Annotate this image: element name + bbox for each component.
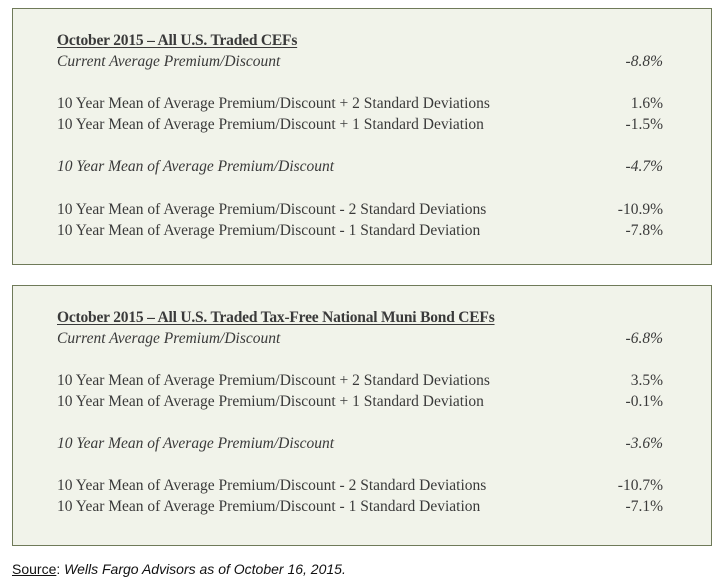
current-average-row: Current Average Premium/Discount -8.8% [57, 52, 663, 72]
mean-plus-1sd-row: 10 Year Mean of Average Premium/Discount… [57, 115, 663, 135]
row-value: -6.8% [625, 330, 663, 347]
panel-title-text: October 2015 – All U.S. Traded CEFs [57, 32, 298, 49]
row-label: 10 Year Mean of Average Premium/Discount… [57, 116, 484, 133]
row-value: 1.6% [630, 95, 663, 112]
panel-title-text: October 2015 – All U.S. Traded Tax-Free … [57, 309, 495, 326]
row-label: 10 Year Mean of Average Premium/Discount… [57, 222, 481, 239]
source-label: Source [12, 561, 57, 577]
row-label: 10 Year Mean of Average Premium/Discount… [57, 393, 484, 410]
row-value: -1.5% [625, 116, 663, 133]
source-note: Source: Wells Fargo Advisors as of Octob… [12, 559, 346, 579]
muni-bond-premium-discount-panel: October 2015 – All U.S. Traded Tax-Free … [12, 285, 712, 546]
ten-year-mean-row: 10 Year Mean of Average Premium/Discount… [57, 157, 663, 177]
source-text: Wells Fargo Advisors as of October 16, 2… [64, 561, 346, 577]
mean-plus-2sd-row: 10 Year Mean of Average Premium/Discount… [57, 371, 663, 391]
row-label: 10 Year Mean of Average Premium/Discount… [57, 201, 487, 218]
mean-minus-1sd-row: 10 Year Mean of Average Premium/Discount… [57, 221, 663, 241]
row-value: -10.7% [617, 477, 663, 494]
row-label: Current Average Premium/Discount [57, 330, 281, 347]
panel-title: October 2015 – All U.S. Traded CEFs [57, 31, 663, 51]
mean-minus-2sd-row: 10 Year Mean of Average Premium/Discount… [57, 200, 663, 220]
row-label: 10 Year Mean of Average Premium/Discount [57, 435, 335, 452]
row-label: 10 Year Mean of Average Premium/Discount… [57, 95, 490, 112]
row-label: 10 Year Mean of Average Premium/Discount… [57, 498, 481, 515]
mean-minus-1sd-row: 10 Year Mean of Average Premium/Discount… [57, 497, 663, 517]
mean-minus-2sd-row: 10 Year Mean of Average Premium/Discount… [57, 476, 663, 496]
source-colon: : [56, 561, 65, 577]
row-label: 10 Year Mean of Average Premium/Discount… [57, 372, 490, 389]
mean-plus-2sd-row: 10 Year Mean of Average Premium/Discount… [57, 94, 663, 114]
row-value: -4.7% [625, 158, 663, 175]
row-value: -3.6% [625, 435, 663, 452]
current-average-row: Current Average Premium/Discount -6.8% [57, 329, 663, 349]
row-value: -7.1% [625, 498, 663, 515]
mean-plus-1sd-row: 10 Year Mean of Average Premium/Discount… [57, 392, 663, 412]
row-value: -0.1% [625, 393, 663, 410]
row-label: 10 Year Mean of Average Premium/Discount… [57, 477, 487, 494]
row-value: -8.8% [625, 53, 663, 70]
row-label: 10 Year Mean of Average Premium/Discount [57, 158, 335, 175]
panel-title: October 2015 – All U.S. Traded Tax-Free … [57, 308, 663, 328]
ten-year-mean-row: 10 Year Mean of Average Premium/Discount… [57, 434, 663, 454]
row-value: -7.8% [625, 222, 663, 239]
cef-premium-discount-panel: October 2015 – All U.S. Traded CEFs Curr… [12, 8, 712, 265]
row-value: 3.5% [630, 372, 663, 389]
row-value: -10.9% [617, 201, 663, 218]
row-label: Current Average Premium/Discount [57, 53, 281, 70]
